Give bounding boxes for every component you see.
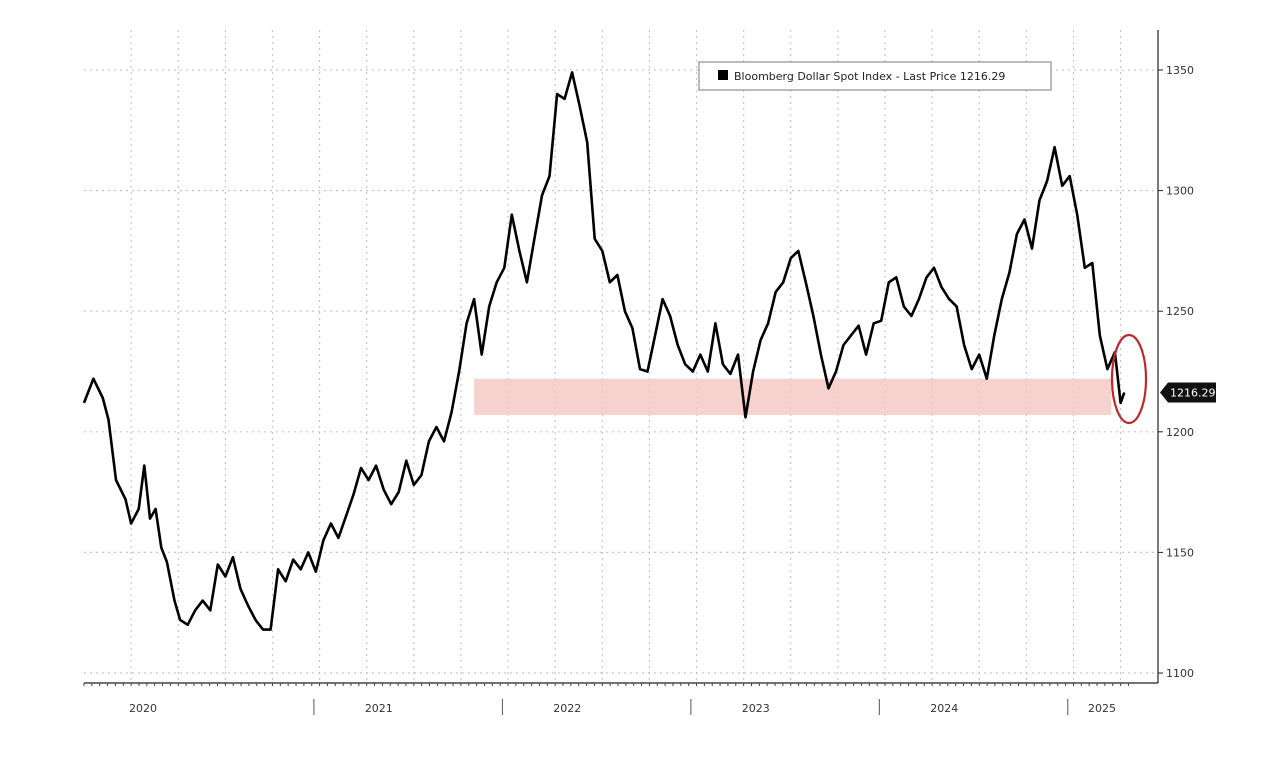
x-year-label: 2020 bbox=[129, 702, 157, 715]
x-tick-labels: 2020 2021 2022 2023 2024 2025 bbox=[129, 702, 1116, 715]
chart-grid bbox=[84, 30, 1158, 683]
highlight-circle bbox=[1110, 333, 1148, 425]
y-tick-label: 1250 bbox=[1166, 305, 1194, 318]
chart-axes bbox=[83, 30, 1159, 715]
y-tick-label: 1100 bbox=[1166, 667, 1194, 680]
series-line-layer bbox=[82, 71, 1126, 631]
x-year-label: 2023 bbox=[742, 702, 770, 715]
y-tick-label: 1200 bbox=[1166, 426, 1194, 439]
x-year-label: 2024 bbox=[930, 702, 958, 715]
y-tick-label: 1350 bbox=[1166, 64, 1194, 77]
x-year-label: 2025 bbox=[1088, 702, 1116, 715]
chart-legend: Bloomberg Dollar Spot Index - Last Price… bbox=[698, 61, 1052, 91]
annotation-layer: 1216.29 bbox=[1110, 333, 1216, 425]
series-line bbox=[82, 71, 1126, 631]
y-tick-label: 1300 bbox=[1166, 185, 1194, 198]
current-price-label: 1216.29 bbox=[1170, 387, 1216, 400]
highlight-band-layer bbox=[474, 378, 1112, 415]
legend-box bbox=[698, 61, 1052, 91]
y-tick-labels: 1100 1150 1200 1250 1300 1350 bbox=[1158, 64, 1194, 680]
legend-label: Bloomberg Dollar Spot Index - Last Price… bbox=[734, 70, 1005, 83]
x-year-label: 2021 bbox=[365, 702, 393, 715]
current-price-tag bbox=[1160, 382, 1216, 403]
x-year-label: 2022 bbox=[553, 702, 581, 715]
highlight-band bbox=[474, 378, 1112, 415]
legend-swatch bbox=[718, 70, 728, 80]
y-tick-label: 1150 bbox=[1166, 546, 1194, 559]
